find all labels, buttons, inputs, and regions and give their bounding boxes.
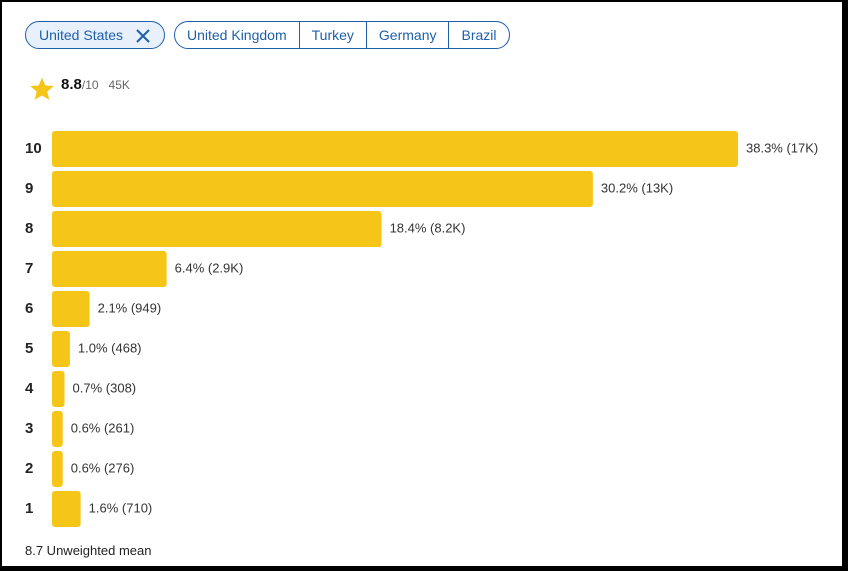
star-icon — [30, 77, 54, 100]
footer-note: 8.7 Unweighted mean — [25, 543, 152, 558]
category-label: 5 — [25, 340, 33, 357]
bar — [52, 411, 63, 447]
bar — [52, 171, 593, 207]
value-label: 2.1% (949) — [98, 300, 162, 315]
bar — [52, 251, 167, 287]
value-label: 0.7% (308) — [73, 380, 137, 395]
rating-summary: 8.8 /10 45K — [28, 76, 130, 93]
category-label: 2 — [25, 460, 33, 477]
bar — [52, 131, 738, 167]
bar — [52, 491, 81, 527]
value-label: 0.6% (261) — [71, 420, 135, 435]
bar — [52, 331, 70, 367]
category-label: 8 — [25, 220, 33, 237]
chip-label: United States — [39, 27, 124, 43]
bar — [52, 291, 90, 327]
value-label: 38.3% (17K) — [746, 140, 818, 155]
category-label: 9 — [25, 180, 33, 197]
bar — [52, 211, 382, 247]
value-label: 30.2% (13K) — [601, 180, 673, 195]
bar — [52, 451, 63, 487]
category-label: 1 — [25, 500, 33, 517]
value-label: 1.6% (710) — [89, 500, 153, 515]
country-option[interactable]: Turkey — [298, 22, 366, 48]
rating-count: 45K — [108, 78, 130, 92]
chart: 10 38.3% (17K) 9 30.2% (13K) 8 18.4% (8.2K) 7 6… — [25, 131, 818, 527]
value-label: 6.4% (2.9K) — [175, 260, 244, 275]
category-label: 4 — [25, 380, 34, 397]
country-options: United Kingdom Turkey Germany Brazil — [174, 21, 510, 49]
value-label: 18.4% (8.2K) — [390, 220, 466, 235]
country-option[interactable]: Germany — [365, 22, 449, 48]
category-label: 3 — [25, 420, 33, 437]
remove-icon[interactable] — [135, 28, 151, 44]
category-label: 6 — [25, 300, 33, 317]
rating-score: 8.8 — [61, 76, 82, 93]
country-option[interactable]: United Kingdom — [187, 27, 287, 43]
value-label: 1.0% (468) — [78, 340, 142, 355]
bar — [52, 371, 65, 407]
category-label: 10 — [25, 140, 42, 157]
country-option[interactable]: Brazil — [448, 22, 508, 48]
value-label: 0.6% (276) — [71, 460, 135, 475]
category-label: 7 — [25, 260, 33, 277]
rating-scale: /10 — [81, 78, 99, 92]
selected-country-chip[interactable]: United States — [25, 21, 165, 49]
